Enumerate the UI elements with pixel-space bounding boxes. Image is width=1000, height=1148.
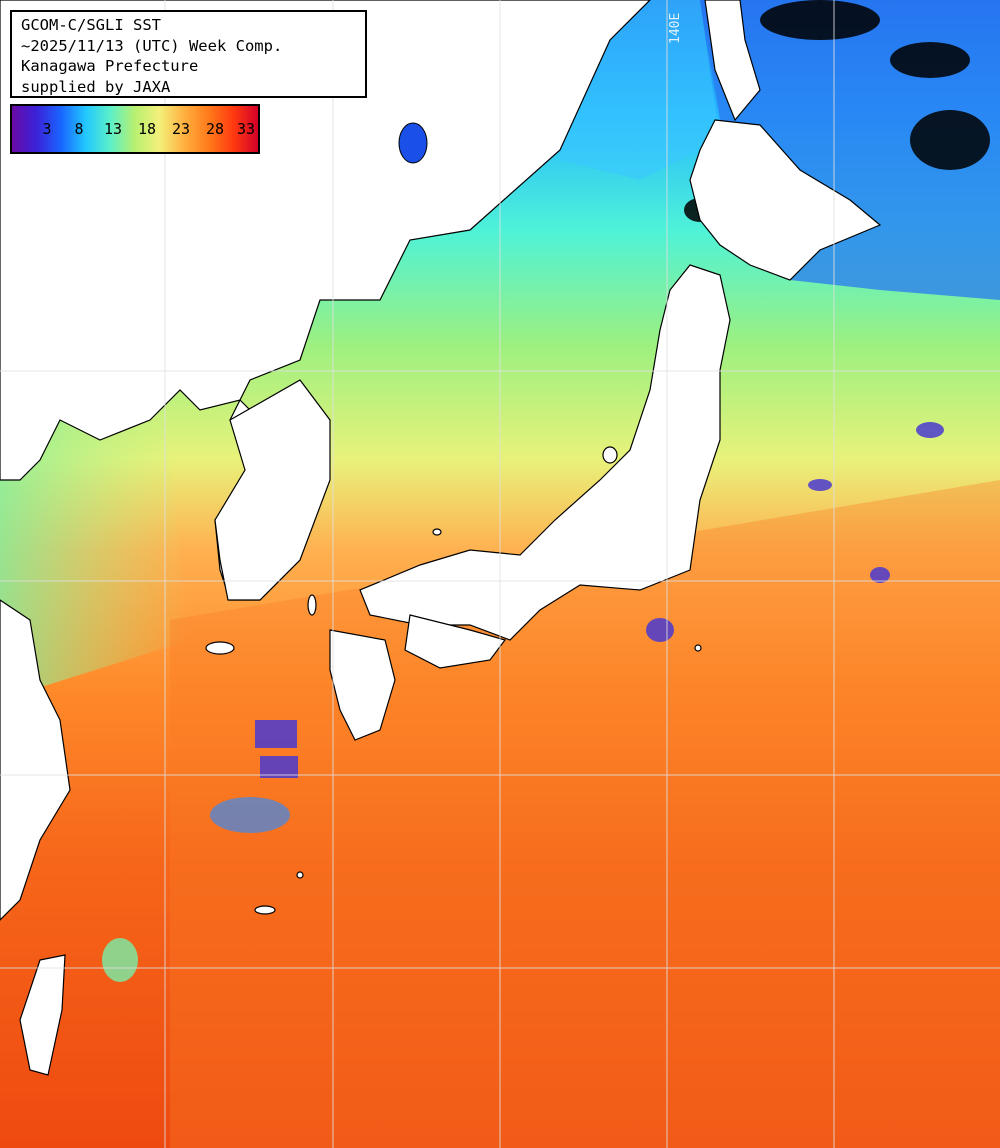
color-scale-ticks: 3 8 13 18 23 28 33: [12, 120, 258, 140]
shikoku-island: [404, 614, 507, 669]
title-line-date: ~2025/11/13 (UTC) Week Comp.: [21, 36, 283, 55]
taiwan-island: [19, 954, 66, 1076]
scale-tick: 18: [137, 120, 157, 138]
hokkaido-island: [689, 119, 882, 281]
ryukyu-island-1: [254, 905, 276, 915]
longitude-label: 140E: [668, 12, 683, 44]
scale-tick: 23: [171, 120, 191, 138]
scale-tick: 33: [236, 120, 256, 138]
title-line-supplier: supplied by JAXA: [21, 77, 171, 96]
korean-peninsula: [214, 379, 331, 601]
sakhalin-island: [704, 0, 761, 122]
kyushu-island: [329, 629, 396, 741]
scale-tick: 3: [42, 120, 52, 138]
oki-island: [432, 528, 442, 536]
color-scale-bar: 3 8 13 18 23 28 33: [10, 104, 260, 154]
jeju-island: [205, 641, 235, 655]
scale-tick: 28: [205, 120, 225, 138]
scale-tick: 13: [103, 120, 123, 138]
latitude-label: 40N: [14, 354, 38, 369]
title-line-prefecture: Kanagawa Prefecture: [21, 57, 199, 75]
scale-tick: 8: [74, 120, 84, 138]
yellow-sea-region: [0, 380, 190, 700]
china-coast: [0, 599, 71, 921]
izu-island: [694, 644, 702, 652]
lake-khanka: [398, 122, 428, 164]
title-line-product: GCOM-C/SGLI SST: [21, 16, 161, 34]
sado-island: [602, 446, 618, 464]
tsushima-island: [307, 594, 317, 616]
ryukyu-island-2: [296, 871, 304, 879]
title-box: GCOM-C/SGLI SST ~2025/11/13 (UTC) Week C…: [10, 10, 367, 98]
no-data-speckles: [684, 0, 990, 222]
